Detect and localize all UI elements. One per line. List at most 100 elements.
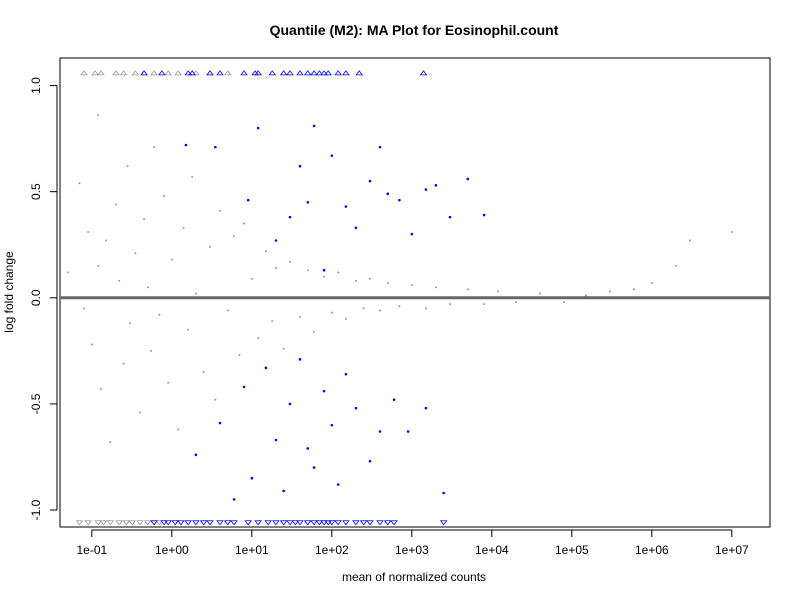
top-clip-marker <box>310 70 318 76</box>
blue-point <box>330 154 334 157</box>
bottom-clip-marker <box>143 520 152 526</box>
bottom-clip-marker <box>122 520 131 526</box>
blue-point <box>232 498 236 501</box>
blue-point <box>448 215 452 219</box>
bottom-clip-marker <box>272 520 280 526</box>
gray-point <box>264 250 267 253</box>
top-clip-marker <box>355 70 364 76</box>
blue-point <box>288 402 292 406</box>
gray-point <box>238 354 241 357</box>
gray-point <box>83 307 86 310</box>
blue-point <box>288 215 292 219</box>
y-tick-label: -1.0 <box>29 499 43 520</box>
blue-point <box>306 201 310 204</box>
top-clip-marker <box>112 70 120 76</box>
y-tick-label: -0.5 <box>29 393 43 414</box>
bottom-clip-marker <box>383 520 392 526</box>
blue-point <box>424 406 428 410</box>
blue-point <box>368 179 372 183</box>
blue-point <box>344 372 348 376</box>
top-clip-marker <box>216 70 224 76</box>
blue-point <box>246 198 250 202</box>
bottom-clip-marker <box>75 520 84 526</box>
gray-point <box>313 330 316 333</box>
blue-point <box>322 268 326 272</box>
x-axis-label: mean of normalized counts <box>342 570 486 584</box>
gray-point <box>177 428 180 431</box>
gray-point <box>97 264 100 267</box>
x-tick-label: 1e+06 <box>635 543 669 557</box>
y-axis: 1.0 0.5 0.0 -0.5 -1.0 <box>29 77 58 520</box>
top-clip-marker <box>140 70 148 76</box>
top-clip-marker <box>223 70 232 76</box>
blue-point <box>424 188 428 191</box>
x-tick-label: 1e+07 <box>715 543 749 557</box>
blue-point <box>218 421 222 425</box>
gray-point <box>538 292 541 295</box>
top-clip-marker <box>174 70 182 76</box>
bottom-clip-marker <box>366 520 374 526</box>
x-axis: 1e-01 1e+00 1e+01 1e+02 1e+03 1e+04 1e+05 1e+06… <box>76 529 749 557</box>
bottom-clip-marker <box>315 520 324 526</box>
blue-point <box>298 358 302 361</box>
gray-point <box>274 267 277 270</box>
gray-point <box>289 260 292 263</box>
gray-point <box>609 290 612 293</box>
blue-point <box>378 430 382 433</box>
top-clip-marker <box>164 70 172 76</box>
bottom-clip-marker <box>291 520 300 526</box>
top-clip-marker <box>279 70 288 76</box>
gray-point <box>650 281 653 284</box>
blue-point <box>298 164 302 168</box>
top-clip-marker <box>315 70 324 76</box>
bottom-clip-marker <box>324 520 332 526</box>
top-clip-marker <box>131 70 140 76</box>
top-clip-marker <box>320 70 328 76</box>
blue-point <box>410 232 414 236</box>
gray-point <box>257 337 260 340</box>
bottom-clip-marker <box>128 520 137 526</box>
top-clip-marker <box>268 70 277 76</box>
gray-point <box>187 328 190 331</box>
x-tick-label: 1e+02 <box>315 543 349 557</box>
top-clip-marker <box>286 70 294 76</box>
gray-points-group <box>66 114 733 444</box>
gray-point <box>134 252 137 255</box>
blue-point <box>378 145 382 149</box>
gray-point <box>109 441 112 444</box>
x-tick-label: 1e+03 <box>395 543 429 557</box>
gray-point <box>354 279 357 282</box>
bottom-clip-marker <box>150 520 158 526</box>
gray-point <box>449 303 452 306</box>
top-clip-marker <box>150 70 158 76</box>
bottom-clip-marker <box>254 520 262 526</box>
bottom-clip-marker <box>216 520 224 526</box>
gray-point <box>209 245 212 248</box>
gray-point <box>122 362 125 365</box>
blue-point <box>184 143 188 147</box>
blue-point <box>354 406 358 410</box>
gray-point <box>153 146 156 149</box>
bottom-clip-marker <box>352 520 360 526</box>
gray-point <box>344 318 347 321</box>
bottom-clip-marker <box>334 520 342 526</box>
top-clip-marker <box>91 70 99 76</box>
blue-point <box>482 213 486 217</box>
top-clip-marker <box>80 70 88 76</box>
x-tick-label: 1e+05 <box>555 543 589 557</box>
gray-point <box>66 271 69 274</box>
gray-point <box>674 264 677 267</box>
bottom-clip-marker <box>106 520 115 526</box>
gray-point <box>138 411 141 414</box>
top-clip-marker <box>184 70 192 76</box>
gray-point <box>337 271 340 274</box>
gray-point <box>182 226 185 229</box>
blue-point <box>386 192 390 196</box>
top-clip-marker <box>119 70 128 76</box>
gray-point <box>514 301 517 304</box>
gray-point <box>114 203 117 206</box>
gray-point <box>730 231 733 234</box>
bottom-clip-marker <box>376 520 384 526</box>
plot-frame <box>59 57 771 528</box>
blue-point <box>466 177 470 181</box>
